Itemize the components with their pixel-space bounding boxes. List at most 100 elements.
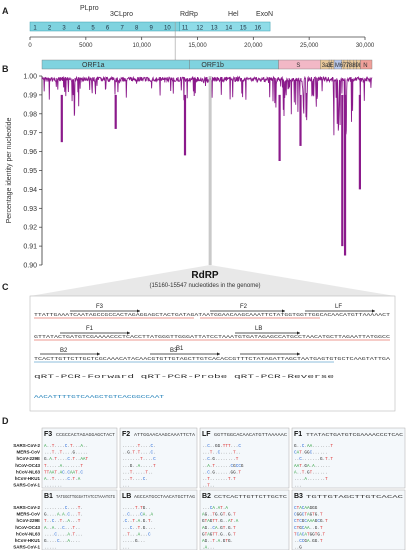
alignment-row: ..CCGA.GG.T [294, 539, 323, 544]
ruler-tick-label: 30,000 [356, 43, 375, 49]
y-tick-label: 0.91 [23, 244, 37, 251]
alignment-row: ..C.......G.T.T [294, 457, 333, 462]
orf-label: 9b [356, 63, 363, 69]
alignment-row: TCACATGGTG.T [294, 532, 326, 537]
species-label: hCoV-HKU1 [15, 538, 41, 543]
y-tick-label: 0.99 [23, 92, 37, 99]
y-tick-label: 0.96 [23, 149, 37, 156]
alignment-row: A..T.....C.T.A [44, 477, 81, 482]
alignment-block-label: LF [202, 431, 211, 438]
nsp-number: 10 [164, 26, 171, 32]
primer-arrowhead [127, 331, 130, 335]
identity-trace [41, 75, 373, 136]
orf-label: 8b [352, 63, 359, 69]
alignment-row: ..C.G......GG.T [202, 470, 241, 475]
primer-label: LF [335, 304, 342, 310]
alignment-row: .....T.TG.. [122, 506, 151, 511]
alignment-row: ..T...A...C [122, 532, 151, 537]
primer-label: B3 [170, 348, 178, 354]
alignment-block [291, 427, 406, 489]
reference-sequence: CCTCACTTGTTCTTGCTC [214, 495, 288, 500]
orf-label: E [330, 63, 334, 69]
alignment-row: .......T....C [122, 457, 156, 462]
species-label: hCoV-NL63 [16, 469, 41, 474]
nsp-number: 13 [211, 26, 218, 32]
nsp-number: 9 [149, 26, 153, 32]
alignment-row: ..T.......T.T [202, 477, 236, 482]
alignment-row: A..A...C...T.. [44, 526, 80, 531]
primer-arrowhead [372, 309, 375, 313]
y-axis-label: Percentage identity per nucleotide [6, 117, 13, 223]
orf-block [41, 59, 190, 70]
reference-sequence: ATTGGAACAAGCAAATTCTA [134, 433, 195, 438]
y-tick-label: 0.95 [23, 168, 37, 175]
alignment-row: TTAAT.AC.CAAT.C [44, 470, 83, 475]
panel-label-c: C [2, 282, 9, 292]
orf-label: 3b [327, 63, 334, 69]
alignment-row: ...G..A.....T [122, 464, 156, 469]
rdrp-title: RdRP [191, 270, 219, 281]
alignment-row: G.A.T....C.T..AAT [44, 457, 89, 462]
nsp-number: 7 [120, 26, 124, 32]
ruler-tick-label: 0 [28, 43, 32, 49]
domain-label: PLpro [80, 5, 99, 12]
domain-label: ExoN [256, 11, 273, 18]
orf-label: ORF1b [201, 62, 224, 69]
y-tick-label: 0.97 [23, 130, 37, 137]
primer-label: F3 [96, 304, 104, 310]
ruler-tick-label: 5000 [79, 43, 93, 49]
alignment-row: G....C...A.... [44, 539, 80, 544]
zoom-funnel [30, 265, 395, 296]
alignment-block-label: F1 [294, 431, 302, 438]
nsp-number: 4 [77, 26, 81, 32]
alignment-block [41, 427, 118, 489]
alignment-row: ... [122, 484, 130, 489]
nsp-number: 2 [48, 26, 52, 32]
nsp-number: 5 [91, 26, 95, 32]
alignment-row: ..G.T.T....C. [122, 451, 156, 456]
domain-label: Hel [228, 11, 239, 18]
alignment-row: ...CA.AT.A [202, 506, 228, 511]
alignment-row: .C..T.A.G.T. [122, 519, 153, 524]
y-tick-label: 1.00 [23, 74, 37, 81]
nsp-number: 11 [182, 26, 189, 32]
orf-label: 6 [340, 63, 344, 69]
alignment-row: T..C..T..A...T [44, 519, 81, 524]
ruler-tick-label: 10,000 [132, 43, 151, 49]
alignment-row: AAT.GA.A...... [294, 464, 330, 469]
alignment-row: CTCGCAAAGCG.T [294, 519, 328, 524]
alignment-row: CGGCTAGTG.T [294, 513, 323, 518]
primer-label: F1 [86, 326, 94, 332]
primer-label: B1 [176, 346, 184, 352]
alignment-row: T.....A.......T [44, 464, 83, 469]
reference-sequence: GGTTGGCACAACATGTTAAAAAC [214, 433, 288, 438]
orf-label: N [363, 63, 367, 69]
species-label: MERS-CoV [17, 512, 41, 517]
nsp-number: 16 [254, 26, 261, 32]
nsp-number: 3 [62, 26, 66, 32]
alignment-row: ........C....T. [44, 506, 83, 511]
panel-label-a: A [2, 6, 9, 16]
primer-arrowhead [217, 352, 220, 356]
domain-label: 3CLpro [110, 11, 133, 18]
species-label: SARS-CoV-2 [13, 505, 40, 510]
species-label: hCoV-HKU1 [15, 476, 41, 481]
alignment-row: ..C....CA..A [122, 513, 154, 518]
primer-label: LB [255, 326, 262, 332]
primer-arrowhead [97, 352, 100, 356]
nsp-number: 8 [135, 26, 139, 32]
alignment-block-label: B2 [202, 493, 211, 500]
panel-label-b: B [2, 64, 9, 74]
alignment-row: AG..CA.GT.G.T [202, 526, 236, 531]
ruler-tick-label: 15,000 [188, 43, 207, 49]
primer-arrowhead [297, 331, 300, 335]
alignment-row: ..C..GG.TTT...C [202, 444, 241, 449]
alignment-row: AG..T.A.GTG. [202, 539, 233, 544]
nsp-bar-orf1a [29, 21, 180, 32]
nsp-number: 6 [106, 26, 110, 32]
alignment-row: ....... [44, 484, 62, 489]
rdrp-subtitle: (15160-15547 nucleotides in the genome) [149, 283, 260, 289]
alignment-row: ..A.T......CGCCG [202, 464, 244, 469]
